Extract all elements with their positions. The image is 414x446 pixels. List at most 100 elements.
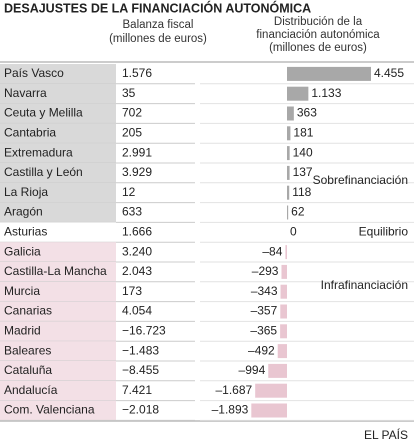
balance-value: 1.576: [122, 66, 152, 80]
balance-value: 702: [122, 106, 142, 120]
value-label: –357: [251, 304, 278, 318]
value-label: –994: [239, 363, 266, 377]
category-label: Ceuta y Melilla: [4, 106, 83, 120]
row-background: [0, 83, 116, 104]
balance-value: −2.018: [122, 403, 159, 417]
title: DESAJUSTES DE LA FINANCIACIÓN AUTONÓMICA: [4, 0, 311, 15]
balance-value: −16.723: [122, 323, 166, 337]
bar: [268, 363, 287, 378]
bar: [287, 86, 309, 101]
row-background: [0, 301, 116, 322]
row-background: [0, 281, 116, 302]
row-background: [0, 321, 116, 342]
category-label: Baleares: [4, 343, 51, 357]
value-label: 363: [297, 106, 317, 120]
value-label: 62: [291, 205, 305, 219]
bar: [287, 205, 289, 220]
bar: [287, 185, 290, 200]
balance-value: 2.991: [122, 145, 152, 159]
bar: [285, 245, 287, 260]
column-header: financiación autonómica: [256, 29, 380, 41]
bar: [280, 304, 287, 319]
balance-value: 205: [122, 125, 142, 139]
annotation: Equilibrio: [359, 224, 409, 238]
category-label: País Vasco: [4, 66, 64, 80]
balance-value: 3.240: [122, 244, 152, 258]
category-label: Cantabria: [4, 125, 56, 139]
category-label: La Rioja: [4, 185, 48, 199]
row-background: [0, 400, 116, 421]
balance-value: 633: [122, 205, 142, 219]
bar: [287, 165, 290, 180]
column-header: (millones de euros): [109, 33, 207, 45]
category-label: Cataluña: [4, 363, 52, 377]
bar: [251, 403, 287, 418]
column-header: Balanza fiscal: [123, 19, 194, 31]
value-label: 4.455: [374, 66, 404, 80]
row-background: [0, 202, 116, 223]
row-background: [0, 380, 116, 401]
category-label: Navarra: [4, 86, 47, 100]
category-label: Andalucía: [4, 383, 58, 397]
row-background: [0, 182, 116, 203]
value-label: 118: [292, 185, 311, 199]
balance-value: −8.455: [122, 363, 159, 377]
balance-value: −1.483: [122, 343, 159, 357]
bar: [287, 66, 371, 81]
row-background: [0, 143, 116, 163]
row-background: [0, 163, 116, 183]
bar: [287, 106, 294, 121]
bar: [255, 383, 287, 398]
bar: [287, 126, 291, 141]
value-label: –84: [262, 244, 282, 258]
category-label: Asturias: [4, 224, 47, 238]
value-label: 1.133: [311, 86, 341, 100]
balance-value: 7.421: [122, 383, 152, 397]
row-background: [0, 361, 116, 381]
value-label: –1.893: [212, 403, 249, 417]
balance-value: 1.666: [122, 224, 152, 238]
row-background: [0, 262, 116, 282]
row-background: [0, 242, 116, 262]
bar: [280, 284, 287, 299]
footer: EL PAÍS: [364, 427, 408, 442]
balance-value: 173: [122, 284, 142, 298]
bar: [277, 344, 287, 359]
category-label: Canarias: [4, 304, 52, 318]
value-label: 137: [293, 165, 313, 179]
category-label: Castilla y León: [4, 165, 83, 179]
category-label: Murcia: [4, 284, 40, 298]
category-label: Madrid: [4, 323, 41, 337]
category-label: Extremadura: [4, 145, 73, 159]
value-label: 181: [293, 125, 313, 139]
row-background: [0, 222, 116, 243]
balance-value: 12: [122, 185, 136, 199]
row-background: [0, 123, 116, 144]
value-label: –293: [252, 264, 279, 278]
category-label: Aragón: [4, 205, 43, 219]
value-label: 0: [290, 224, 297, 238]
value-label: –343: [251, 284, 278, 298]
value-label: –1.687: [215, 383, 252, 397]
balance-value: 3.929: [122, 165, 152, 179]
bar: [281, 264, 287, 279]
row-background: [0, 341, 116, 361]
value-label: 140: [293, 145, 313, 159]
value-label: –492: [248, 343, 275, 357]
balance-value: 35: [122, 86, 136, 100]
column-header: Distribución de la: [274, 16, 363, 28]
bar: [287, 146, 290, 161]
row-background: [0, 64, 116, 84]
category-label: Galicia: [4, 244, 41, 258]
annotation: Sobrefinanciación: [313, 173, 408, 187]
column-header: (millones de euros): [269, 42, 367, 54]
balance-value: 2.043: [122, 264, 152, 278]
value-label: –365: [250, 323, 277, 337]
balance-value: 4.054: [122, 304, 152, 318]
annotation: Infrafinanciación: [321, 278, 408, 292]
row-background: [0, 103, 116, 124]
category-label: Com. Valenciana: [4, 403, 95, 417]
category-label: Castilla-La Mancha: [4, 264, 107, 278]
